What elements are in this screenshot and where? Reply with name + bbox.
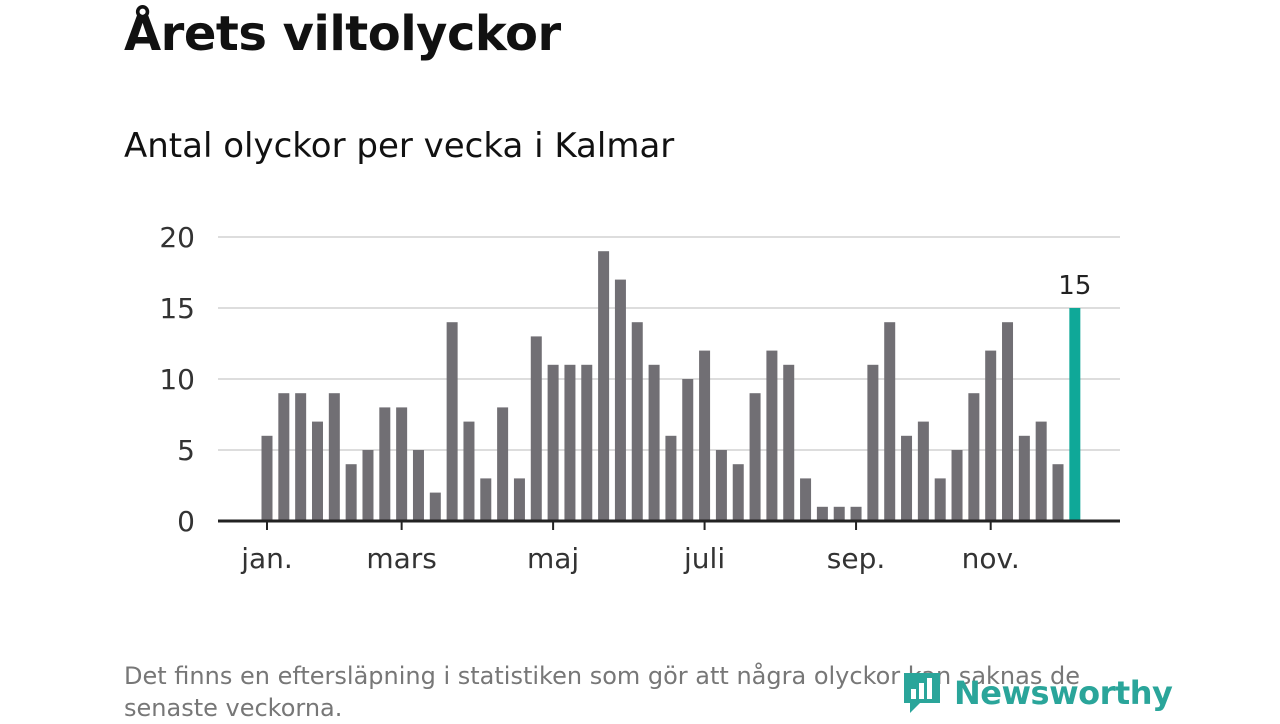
x-tick-label: juli [683, 542, 725, 575]
bar [497, 407, 509, 521]
bar [816, 506, 828, 521]
y-tick-label: 0 [177, 505, 195, 538]
bar [800, 478, 812, 521]
bar [261, 435, 273, 521]
chart-title: Årets viltolyckor [124, 6, 561, 62]
bar [867, 364, 879, 521]
x-tick-label: maj [527, 542, 579, 575]
bar [850, 506, 862, 521]
y-tick-label: 15 [159, 292, 195, 325]
bar [1035, 421, 1047, 521]
bar [547, 364, 559, 521]
highlight-data-label: 15 [1058, 271, 1091, 301]
bar [732, 464, 744, 521]
x-tick-label: mars [366, 542, 437, 575]
x-tick-label: jan. [240, 542, 293, 575]
newsworthy-logo[interactable]: Newsworthy [900, 667, 1173, 719]
bar [345, 464, 357, 521]
bar [480, 478, 492, 521]
bar [311, 421, 323, 521]
newsworthy-logo-icon [900, 667, 944, 719]
bar [446, 322, 458, 521]
bar [749, 393, 761, 521]
y-tick-label: 20 [159, 221, 195, 254]
bar [396, 407, 408, 521]
bar [614, 279, 626, 521]
bar [295, 393, 307, 521]
y-tick-label: 10 [159, 363, 195, 396]
bar-chart: 0 5 10 15 20 15 jan. mars maj juli sep. nov. [159, 221, 1120, 575]
bar [665, 435, 677, 521]
bar [1052, 464, 1064, 521]
bar [968, 393, 980, 521]
bar [884, 322, 896, 521]
bar [917, 421, 929, 521]
chart-subtitle: Antal olyckor per vecka i Kalmar [124, 126, 675, 166]
bar [379, 407, 391, 521]
bar [1018, 435, 1030, 521]
bar [513, 478, 525, 521]
x-tick-label: nov. [962, 542, 1020, 575]
bar [682, 379, 694, 521]
bar [951, 450, 963, 521]
bar [581, 364, 593, 521]
bar [985, 350, 997, 521]
bar [699, 350, 711, 521]
bar [783, 364, 795, 521]
bar [429, 492, 441, 521]
bar [648, 364, 660, 521]
bar [278, 393, 290, 521]
bar [463, 421, 475, 521]
highlight-bar [1069, 308, 1081, 521]
bar [631, 322, 643, 521]
bar [901, 435, 913, 521]
bar [598, 251, 610, 521]
bar [715, 450, 727, 521]
y-tick-label: 5 [177, 434, 195, 467]
bar [564, 364, 576, 521]
bar [833, 506, 845, 521]
bar [328, 393, 340, 521]
bar [1002, 322, 1014, 521]
bar [412, 450, 424, 521]
bar [766, 350, 778, 521]
bar [934, 478, 946, 521]
x-tick-label: sep. [827, 542, 886, 575]
bar [530, 336, 542, 521]
newsworthy-logo-text: Newsworthy [954, 674, 1173, 712]
bar [362, 450, 374, 521]
